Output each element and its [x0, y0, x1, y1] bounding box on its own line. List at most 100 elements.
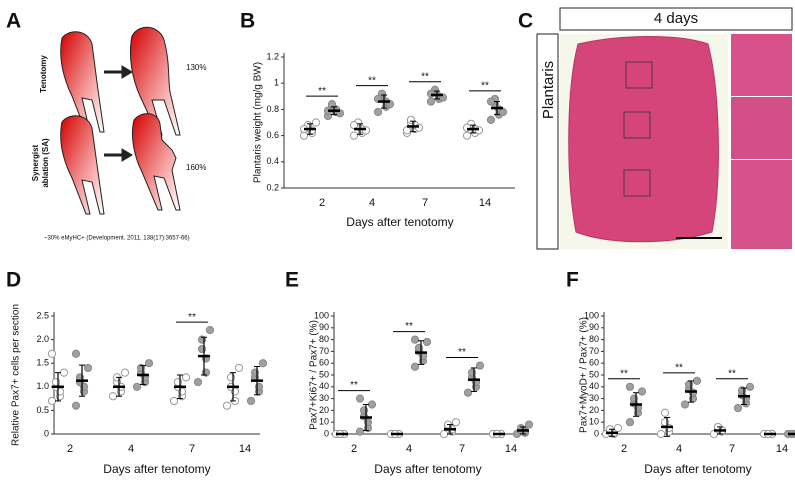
y-tick-label: 0 [594, 428, 599, 438]
data-point [745, 382, 755, 391]
inset-image [731, 160, 792, 249]
side-box [536, 33, 559, 250]
data-point [144, 359, 154, 368]
significance-label: ** [481, 81, 489, 92]
data-point [205, 326, 215, 335]
data-point [680, 400, 690, 409]
data-point [47, 349, 57, 358]
x-tick-label: 7 [422, 197, 428, 209]
data-point [59, 368, 69, 377]
y-tick-label: 70 [589, 346, 599, 356]
data-point [439, 429, 449, 439]
significance-label: ** [318, 86, 326, 97]
data-point [422, 337, 432, 347]
data-point [625, 418, 635, 427]
data-point [426, 97, 436, 106]
y-tick-label: 10 [589, 417, 599, 427]
x-tick-label: 2 [319, 197, 325, 209]
x-tick-label: 7 [189, 443, 195, 455]
y-tick-label: 50 [319, 369, 329, 379]
y-tick-label: 2.5 [36, 310, 49, 320]
x-tick-label: 4 [406, 443, 412, 455]
x-tick-label: 4 [128, 443, 134, 455]
y-tick-label: 20 [319, 405, 329, 415]
x-tick-label: 2 [621, 443, 627, 455]
y-axis-label: Pax7+Ki67+ / Pax7+ (%) [309, 320, 320, 430]
y-tick-label: 1.0 [36, 381, 49, 391]
percent-label: 160% [186, 163, 206, 172]
data-point [327, 100, 337, 109]
data-point [355, 427, 365, 436]
data-point [451, 418, 461, 427]
panel-letter: D [6, 269, 21, 292]
data-point [108, 392, 118, 401]
data-point [193, 377, 203, 387]
data-point [524, 420, 534, 429]
data-point [613, 424, 623, 433]
row-label: Tenotomy [39, 55, 48, 93]
x-tick-label: 2 [351, 443, 357, 455]
inset-image [731, 34, 792, 96]
y-axis-label: Relative Pax7+ cells per section [11, 304, 22, 446]
data-point [373, 107, 383, 117]
header-label: 4 days [654, 10, 698, 27]
data-point [463, 388, 473, 397]
panel-letter: B [240, 10, 255, 33]
y-tick-label: 0.8 [266, 104, 279, 114]
data-point [47, 396, 57, 406]
x-tick-label: 4 [369, 197, 375, 209]
significance-label: ** [350, 380, 358, 391]
y-tick-label: 70 [319, 346, 329, 356]
y-tick-label: 50 [589, 369, 599, 379]
x-tick-label: 14 [505, 443, 517, 455]
inset-boxes [623, 61, 653, 197]
row-label: Synergist [31, 144, 40, 181]
data-point [475, 361, 485, 370]
significance-label: ** [188, 312, 196, 323]
muscle-diagram [60, 26, 181, 215]
data-point [71, 401, 81, 410]
data-point [311, 118, 321, 127]
inset-image [731, 97, 792, 159]
y-tick-label: 60 [589, 358, 599, 368]
data-point [349, 121, 359, 130]
data-point [71, 349, 81, 358]
y-tick-label: 80 [319, 334, 329, 344]
data-point [498, 107, 508, 117]
x-tick-label: 14 [479, 197, 491, 209]
y-axis-label: Plantaris weight (mg/g BW) [253, 62, 264, 183]
y-tick-label: 10 [319, 417, 329, 427]
data-point [83, 363, 93, 373]
data-point [486, 115, 496, 124]
significance-label: ** [728, 368, 736, 379]
y-tick-label: 60 [319, 358, 329, 368]
y-tick-label: 1.5 [36, 358, 49, 368]
x-axis-label: Days after tenotomy [103, 462, 210, 476]
data-point [355, 394, 365, 403]
data-point [402, 126, 412, 135]
data-point [181, 373, 191, 382]
x-tick-label: 2 [67, 443, 73, 455]
data-point [234, 363, 244, 373]
significance-label: ** [620, 368, 628, 379]
data-point [625, 382, 635, 391]
data-point [692, 376, 702, 385]
y-tick-label: 1 [274, 78, 279, 88]
y-tick-label: 2.0 [36, 334, 49, 344]
data-point [462, 131, 472, 140]
y-tick-label: 40 [319, 381, 329, 391]
x-tick-label: 4 [676, 443, 682, 455]
panel-letter: F [566, 269, 579, 292]
data-point [222, 401, 232, 410]
x-tick-label: 7 [459, 443, 465, 455]
y-tick-label: 30 [589, 393, 599, 403]
y-tick-label: 0 [324, 428, 329, 438]
row-label: ablation (SA) [41, 138, 50, 188]
x-tick-label: 14 [239, 443, 251, 455]
y-tick-label: 100 [584, 310, 599, 320]
y-tick-label: 80 [589, 334, 599, 344]
data-point [258, 359, 268, 368]
reference-note: ~30% eMyHC+ (Development. 2011, 138(17):… [44, 236, 190, 242]
y-tick-label: 0.2 [266, 182, 279, 192]
